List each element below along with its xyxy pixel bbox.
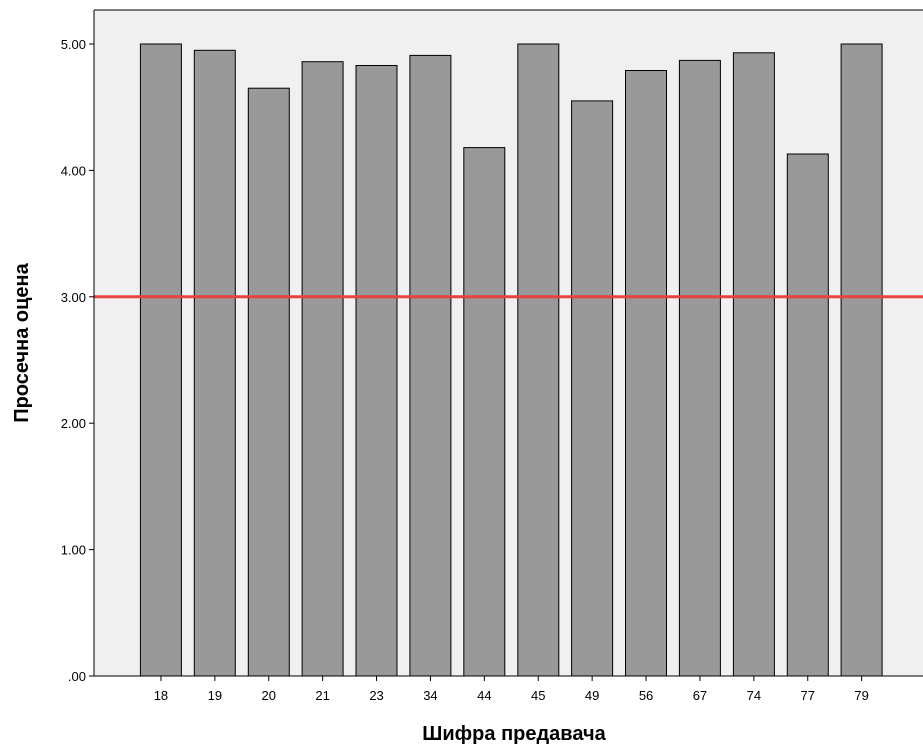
x-tick-label: 20 xyxy=(262,688,276,703)
bars-group xyxy=(139,43,883,677)
y-tick-label: 5.00 xyxy=(61,37,86,52)
bar-67 xyxy=(678,59,721,677)
y-tick-label: .00 xyxy=(68,669,86,684)
x-tick-label: 45 xyxy=(531,688,545,703)
bar-34 xyxy=(409,54,452,677)
y-ticks-group: .00 1.00 2.00 3.00 4.00 5.00 xyxy=(61,37,94,684)
x-axis-title: Шифра предавача xyxy=(422,723,606,745)
x-tick-label: 18 xyxy=(154,688,168,703)
x-tick-label: 56 xyxy=(639,688,653,703)
bar-23 xyxy=(355,65,398,677)
bar-79 xyxy=(840,43,883,677)
bar-77 xyxy=(786,153,829,677)
y-tick-label: 1.00 xyxy=(61,543,86,558)
x-ticks-group: 18 19 20 21 23 34 44 45 49 56 67 74 77 79 xyxy=(154,676,869,703)
x-tick-label: 19 xyxy=(208,688,222,703)
y-tick-label: 4.00 xyxy=(61,163,86,178)
bar-20 xyxy=(247,87,290,677)
x-tick-label: 74 xyxy=(747,688,761,703)
axes-group xyxy=(93,9,923,677)
x-tick-label: 79 xyxy=(854,688,868,703)
bar-44 xyxy=(463,147,506,677)
x-tick-label: 23 xyxy=(369,688,383,703)
x-tick-label: 67 xyxy=(693,688,707,703)
y-tick-label: 3.00 xyxy=(61,290,86,305)
bar-18 xyxy=(139,43,182,677)
bar-19 xyxy=(193,49,236,677)
x-tick-label: 21 xyxy=(315,688,329,703)
bar-45 xyxy=(517,43,560,677)
x-tick-label: 77 xyxy=(801,688,815,703)
x-tick-label: 44 xyxy=(477,688,491,703)
bar-21 xyxy=(301,61,344,677)
bar-49 xyxy=(571,100,614,677)
bar-74 xyxy=(732,52,775,677)
bar-56 xyxy=(625,70,667,677)
x-tick-label: 49 xyxy=(585,688,599,703)
y-tick-label: 2.00 xyxy=(61,416,86,431)
y-axis-title: Просечна оцена xyxy=(11,262,33,422)
x-tick-label: 34 xyxy=(423,688,437,703)
